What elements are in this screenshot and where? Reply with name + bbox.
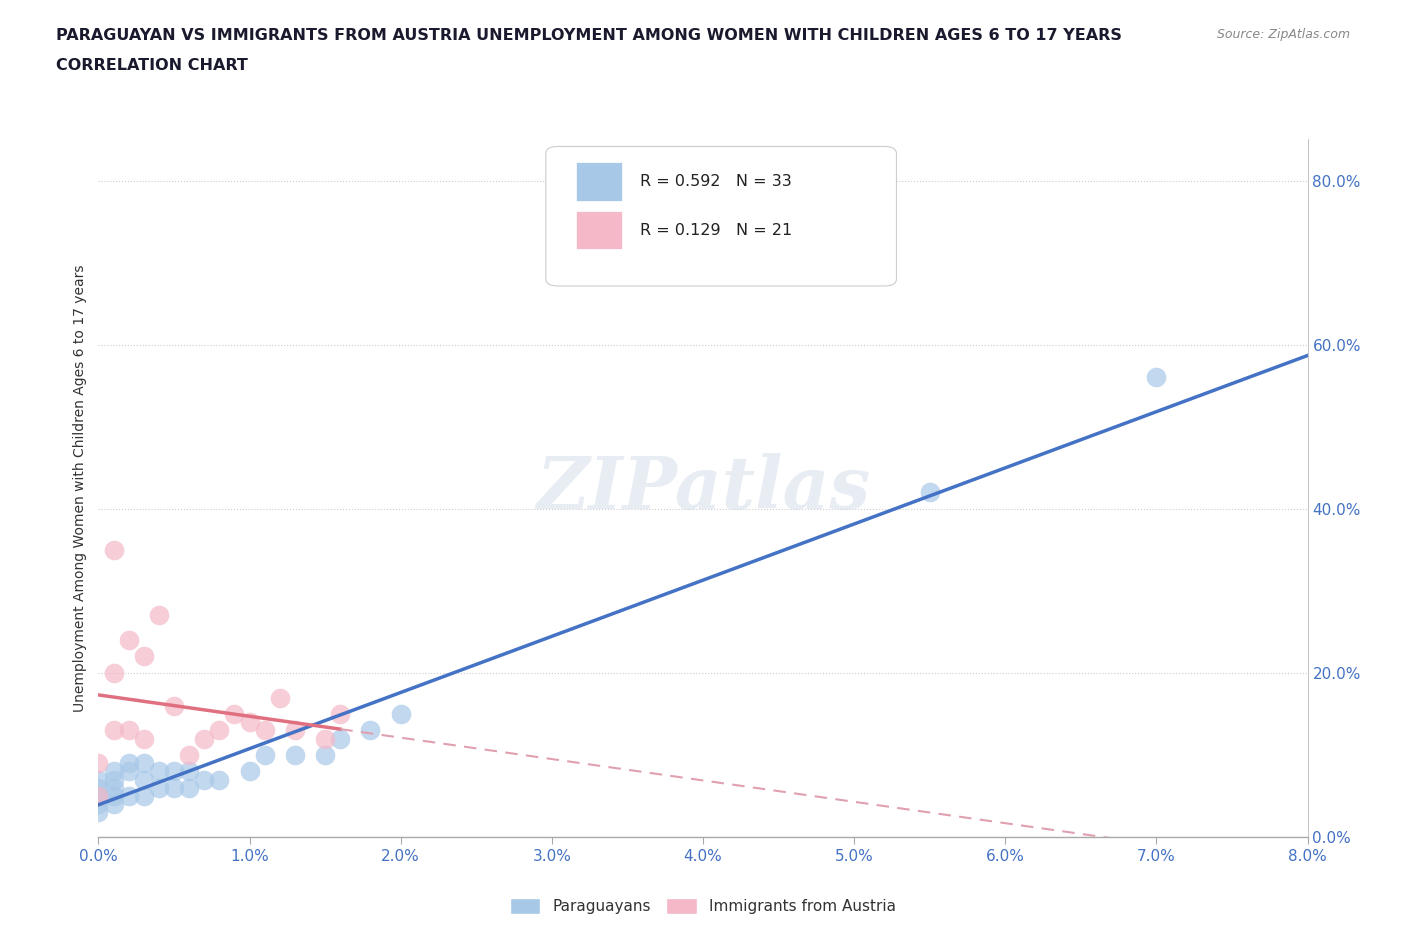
Point <box>118 723 141 737</box>
Legend: Paraguayans, Immigrants from Austria: Paraguayans, Immigrants from Austria <box>503 892 903 920</box>
Point <box>359 723 381 737</box>
Point <box>208 772 231 787</box>
Point <box>253 723 276 737</box>
Point <box>239 764 262 778</box>
Point <box>103 542 125 557</box>
Point <box>179 748 201 763</box>
Point <box>163 780 186 795</box>
Point <box>103 772 125 787</box>
Point <box>87 789 110 804</box>
Point <box>918 485 941 499</box>
Point <box>224 707 246 722</box>
Bar <box>576 211 621 249</box>
Point <box>163 698 186 713</box>
Point <box>269 690 291 705</box>
Point <box>179 780 201 795</box>
Text: CORRELATION CHART: CORRELATION CHART <box>56 58 247 73</box>
Point <box>132 649 155 664</box>
Point <box>132 731 155 746</box>
Point <box>103 780 125 795</box>
Point <box>103 666 125 681</box>
Bar <box>576 162 621 201</box>
Point <box>87 789 110 804</box>
Point <box>314 748 336 763</box>
Point <box>118 632 141 647</box>
Point <box>284 723 307 737</box>
Point <box>118 764 141 778</box>
Point <box>314 731 336 746</box>
Point <box>87 797 110 812</box>
Point <box>284 748 307 763</box>
Point <box>329 707 352 722</box>
Text: PARAGUAYAN VS IMMIGRANTS FROM AUSTRIA UNEMPLOYMENT AMONG WOMEN WITH CHILDREN AGE: PARAGUAYAN VS IMMIGRANTS FROM AUSTRIA UN… <box>56 28 1122 43</box>
Point <box>103 797 125 812</box>
Point <box>87 756 110 771</box>
Point <box>103 764 125 778</box>
Y-axis label: Unemployment Among Women with Children Ages 6 to 17 years: Unemployment Among Women with Children A… <box>73 264 87 712</box>
Text: Source: ZipAtlas.com: Source: ZipAtlas.com <box>1216 28 1350 41</box>
Point <box>132 756 155 771</box>
Point <box>148 780 170 795</box>
Point <box>239 714 262 729</box>
Point <box>132 772 155 787</box>
Text: R = 0.592   N = 33: R = 0.592 N = 33 <box>640 174 792 189</box>
Point <box>389 707 412 722</box>
Point <box>253 748 276 763</box>
Point <box>179 764 201 778</box>
Point <box>193 772 215 787</box>
Point <box>208 723 231 737</box>
Point <box>87 805 110 820</box>
Point <box>132 789 155 804</box>
Point <box>87 772 110 787</box>
Text: R = 0.129   N = 21: R = 0.129 N = 21 <box>640 222 793 238</box>
Point <box>103 789 125 804</box>
Point <box>87 780 110 795</box>
Point <box>148 764 170 778</box>
Point <box>118 756 141 771</box>
FancyBboxPatch shape <box>546 147 897 286</box>
Point <box>1144 370 1167 385</box>
Point <box>193 731 215 746</box>
Point <box>103 723 125 737</box>
Point <box>329 731 352 746</box>
Point <box>163 764 186 778</box>
Text: ZIPatlas: ZIPatlas <box>536 453 870 524</box>
Point <box>118 789 141 804</box>
Point <box>148 608 170 623</box>
